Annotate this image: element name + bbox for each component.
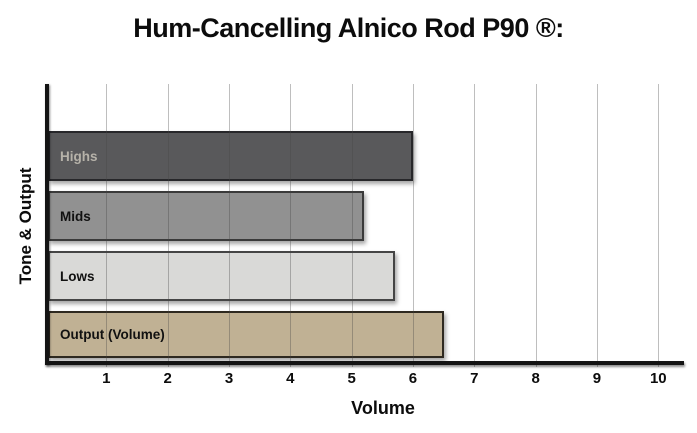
plot-area: Highs Mids Lows Output (Volume) xyxy=(45,84,684,367)
bar-output-volume: Output (Volume) xyxy=(48,311,444,358)
gridline-8 xyxy=(535,84,537,367)
x-tick-7: 7 xyxy=(470,370,479,387)
bar-highs: Highs xyxy=(48,131,413,181)
x-tick-8: 8 xyxy=(531,370,540,387)
gridline-2 xyxy=(167,84,169,367)
x-tick-10: 10 xyxy=(649,370,667,387)
gridline-4 xyxy=(290,84,292,367)
bar-label-mids: Mids xyxy=(60,208,91,224)
y-axis-line xyxy=(45,84,49,365)
x-axis-label: Volume xyxy=(351,398,415,418)
bar-label-highs: Highs xyxy=(60,148,98,164)
bar-mids: Mids xyxy=(48,191,364,241)
y-axis-label: Tone & Output xyxy=(16,167,35,285)
gridline-3 xyxy=(228,84,230,367)
gridline-1 xyxy=(106,84,108,367)
gridline-6 xyxy=(412,84,414,367)
x-tick-3: 3 xyxy=(224,370,234,387)
x-tick-4: 4 xyxy=(286,370,295,387)
bar-lows: Lows xyxy=(48,251,395,301)
gridline-10 xyxy=(658,84,660,367)
gridline-5 xyxy=(351,84,353,367)
x-tick-5: 5 xyxy=(347,370,356,387)
x-tick-1: 1 xyxy=(102,370,111,387)
x-tick-2: 2 xyxy=(163,370,172,387)
x-tick-9: 9 xyxy=(592,370,602,387)
chart-title: Hum-Cancelling Alnico Rod P90 ®: xyxy=(133,13,564,43)
bar-label-output-volume: Output (Volume) xyxy=(60,327,165,342)
gridline-7 xyxy=(474,84,476,367)
gridline-9 xyxy=(596,84,598,367)
x-tick-6: 6 xyxy=(408,370,418,387)
x-axis-line xyxy=(45,361,684,365)
bar-label-lows: Lows xyxy=(60,268,95,284)
